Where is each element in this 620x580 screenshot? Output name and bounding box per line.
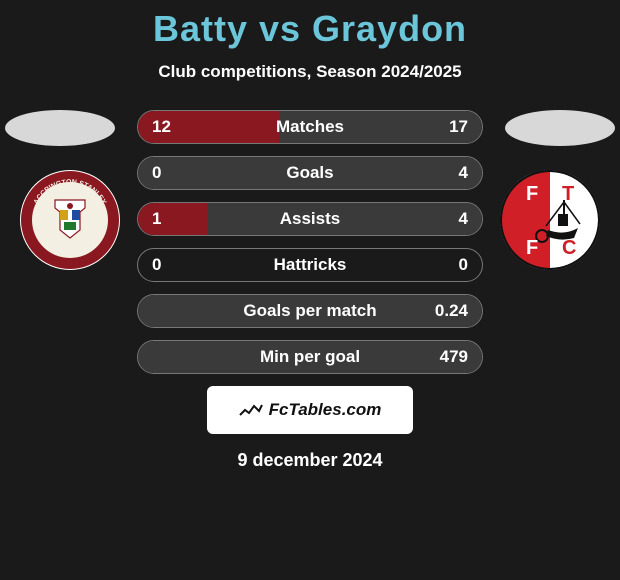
stat-row: 12Matches17	[137, 110, 483, 144]
stat-value-right: 0	[459, 255, 468, 275]
comparison-panel: ACCRINGTON STANLEY FOOTBALL CLUB	[0, 110, 620, 374]
club-crest-right-icon: F T F C	[500, 170, 600, 270]
club-badge-right: F T F C	[500, 170, 600, 270]
page-title: Batty vs Graydon	[0, 0, 620, 50]
stat-value-right: 4	[459, 209, 468, 229]
svg-text:F: F	[526, 237, 538, 259]
player-photo-left	[5, 110, 115, 146]
svg-text:C: C	[562, 237, 576, 259]
stat-label: Min per goal	[138, 347, 482, 367]
stat-row: Goals per match0.24	[137, 294, 483, 328]
stat-row: Min per goal479	[137, 340, 483, 374]
stat-row: 0Hattricks0	[137, 248, 483, 282]
brand-sparkline-icon	[239, 403, 263, 417]
brand-text: FcTables.com	[269, 400, 382, 420]
stat-value-right: 17	[449, 117, 468, 137]
stat-label: Assists	[138, 209, 482, 229]
player-photo-right	[505, 110, 615, 146]
brand-badge[interactable]: FcTables.com	[207, 386, 413, 434]
stat-label: Goals	[138, 163, 482, 183]
stat-row: 1Assists4	[137, 202, 483, 236]
stat-value-right: 479	[440, 347, 468, 367]
stat-row: 0Goals4	[137, 156, 483, 190]
stat-label: Matches	[138, 117, 482, 137]
svg-text:F: F	[526, 183, 538, 205]
stat-value-right: 0.24	[435, 301, 468, 321]
club-crest-left-icon: ACCRINGTON STANLEY FOOTBALL CLUB	[20, 170, 120, 270]
club-badge-left: ACCRINGTON STANLEY FOOTBALL CLUB	[20, 170, 120, 270]
page-subtitle: Club competitions, Season 2024/2025	[0, 62, 620, 82]
stats-rows: 12Matches170Goals41Assists40Hattricks0Go…	[137, 110, 483, 374]
svg-text:T: T	[562, 183, 574, 205]
stat-label: Hattricks	[138, 255, 482, 275]
stat-value-right: 4	[459, 163, 468, 183]
stat-label: Goals per match	[138, 301, 482, 321]
footer-date: 9 december 2024	[0, 450, 620, 471]
